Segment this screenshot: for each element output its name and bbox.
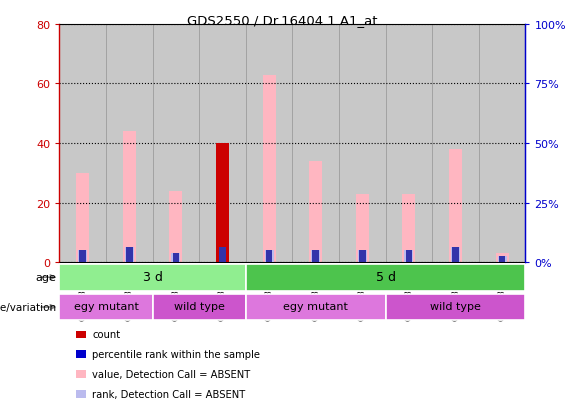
Bar [479,25,525,263]
Bar [452,248,459,263]
Bar [170,191,182,263]
Text: wild type: wild type [430,301,481,312]
Bar [402,194,415,263]
Bar [312,251,319,263]
Bar [76,173,89,263]
Bar [59,294,153,320]
Bar [406,251,412,263]
Text: age: age [36,273,56,282]
Bar [266,251,272,263]
Bar [219,248,226,263]
Bar [106,25,153,263]
Bar [496,254,508,263]
Bar [78,251,87,263]
Bar [246,294,385,320]
Bar [123,132,136,263]
Bar [385,25,432,263]
Bar [309,161,322,263]
Bar [246,25,293,263]
Bar [125,248,134,263]
Bar [59,264,246,291]
Bar [263,75,276,263]
Text: count: count [92,330,120,339]
Bar [171,254,180,263]
Bar [59,25,106,263]
Bar [359,251,366,263]
Bar [358,251,367,263]
Bar [293,25,339,263]
Bar [153,294,246,320]
Bar [153,25,199,263]
Text: percentile rank within the sample: percentile rank within the sample [92,349,260,359]
Bar [451,248,460,263]
Bar [499,257,506,263]
Bar [405,251,414,263]
Bar [311,251,320,263]
Text: wild type: wild type [173,301,225,312]
Bar [126,248,133,263]
Text: egy mutant: egy mutant [283,301,348,312]
Text: genotype/variation: genotype/variation [0,302,56,312]
Bar [216,144,229,263]
Bar [356,194,369,263]
Bar [498,257,507,263]
Bar [264,251,273,263]
Bar [79,251,86,263]
Bar [246,264,525,291]
Text: 5 d: 5 d [376,271,396,283]
Bar [172,254,179,263]
Text: value, Detection Call = ABSENT: value, Detection Call = ABSENT [92,369,250,379]
Bar [199,25,246,263]
Text: rank, Detection Call = ABSENT: rank, Detection Call = ABSENT [92,389,245,399]
Bar [449,150,462,263]
Text: 3 d: 3 d [142,271,163,283]
Bar [432,25,479,263]
Text: GDS2550 / Dr.16404.1.A1_at: GDS2550 / Dr.16404.1.A1_at [187,14,378,27]
Bar [339,25,385,263]
Text: egy mutant: egy mutant [73,301,138,312]
Bar [385,294,525,320]
